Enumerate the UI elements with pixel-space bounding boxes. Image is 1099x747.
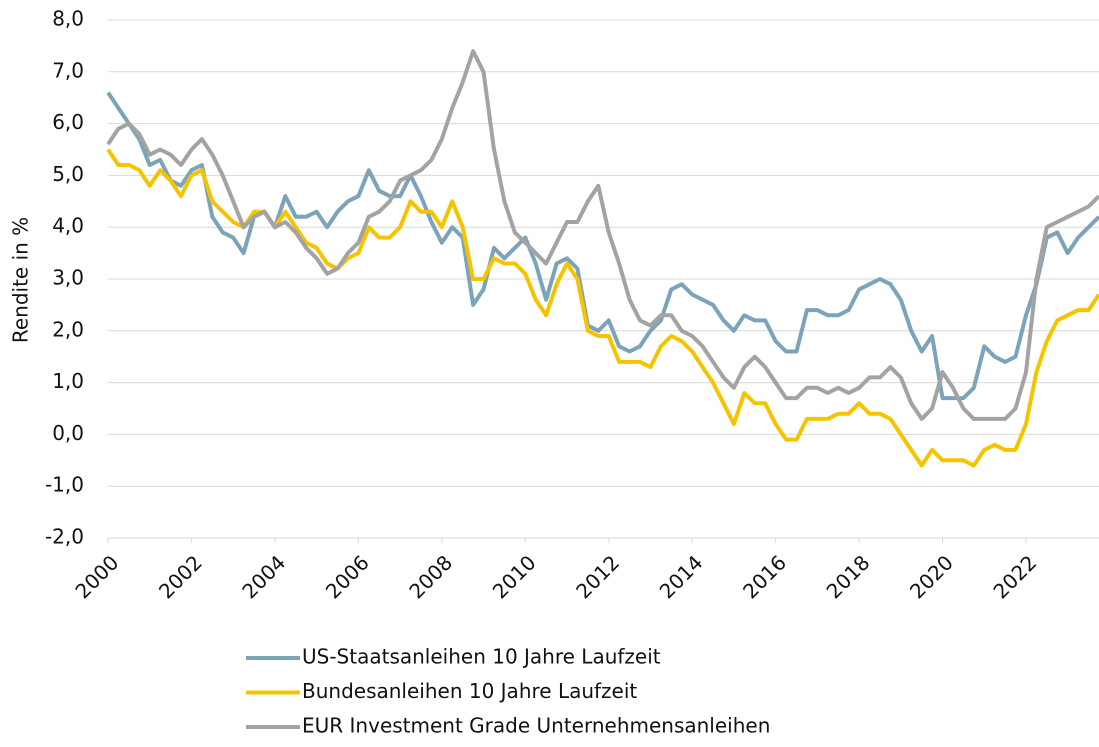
series-line [106,91,1099,401]
x-tick-label: 2010 [488,550,541,603]
y-tick-label: 8,0 [52,7,84,31]
y-tick-label: 1,0 [52,369,84,393]
x-tick-label: 2014 [655,550,708,603]
legend-label: EUR Investment Grade Unternehmensanleihe… [302,714,770,738]
y-tick-label: 4,0 [52,214,84,238]
y-tick-label: 5,0 [52,162,84,186]
y-tick-label: -1,0 [45,473,84,497]
x-tick-label: 2004 [237,550,290,603]
series-line [106,49,1099,421]
x-tick-label: 2016 [738,550,791,603]
x-tick-label: 2012 [571,550,624,603]
x-tick-label: 2020 [905,550,958,603]
x-tick-label: 2000 [70,550,123,603]
x-tick-label: 2008 [404,550,457,603]
y-tick-label: 7,0 [52,58,84,82]
y-tick-label: 6,0 [52,110,84,134]
x-tick-label: 2022 [988,550,1041,603]
y-tick-label: 3,0 [52,266,84,290]
y-tick-label: 0,0 [52,421,84,445]
legend-label: Bundesanleihen 10 Jahre Laufzeit [302,679,637,703]
x-tick-label: 2018 [822,550,875,603]
y-tick-label: -2,0 [45,525,84,549]
series-line [106,148,1099,468]
y-tick-label: 2,0 [52,317,84,341]
x-tick-label: 2006 [321,550,374,603]
legend-label: US-Staatsanleihen 10 Jahre Laufzeit [302,645,661,669]
x-tick-label: 2002 [154,550,207,603]
y-axis-label: Rendite in % [9,217,33,343]
